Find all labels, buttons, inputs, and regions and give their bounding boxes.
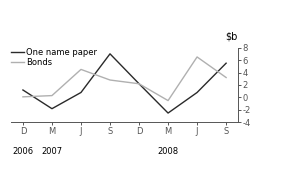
One name paper (166, 112, 170, 114)
Line: One name paper: One name paper (23, 54, 226, 113)
Text: 2006: 2006 (12, 147, 33, 156)
Text: 2008: 2008 (158, 147, 179, 156)
Text: 2007: 2007 (41, 147, 63, 156)
One name paper (50, 108, 54, 110)
One name paper (224, 62, 228, 64)
Line: Bonds: Bonds (23, 57, 226, 101)
Bonds (195, 56, 199, 58)
One name paper (108, 53, 112, 55)
Text: $b: $b (225, 32, 238, 42)
Bonds (137, 83, 141, 85)
One name paper (195, 91, 199, 94)
Bonds (50, 95, 54, 97)
One name paper (79, 91, 83, 94)
Bonds (79, 68, 83, 70)
Bonds (21, 96, 25, 98)
Bonds (166, 100, 170, 102)
One name paper (21, 89, 25, 91)
Bonds (224, 76, 228, 79)
Legend: One name paper, Bonds: One name paper, Bonds (11, 48, 97, 67)
One name paper (137, 83, 141, 85)
Bonds (108, 79, 112, 81)
